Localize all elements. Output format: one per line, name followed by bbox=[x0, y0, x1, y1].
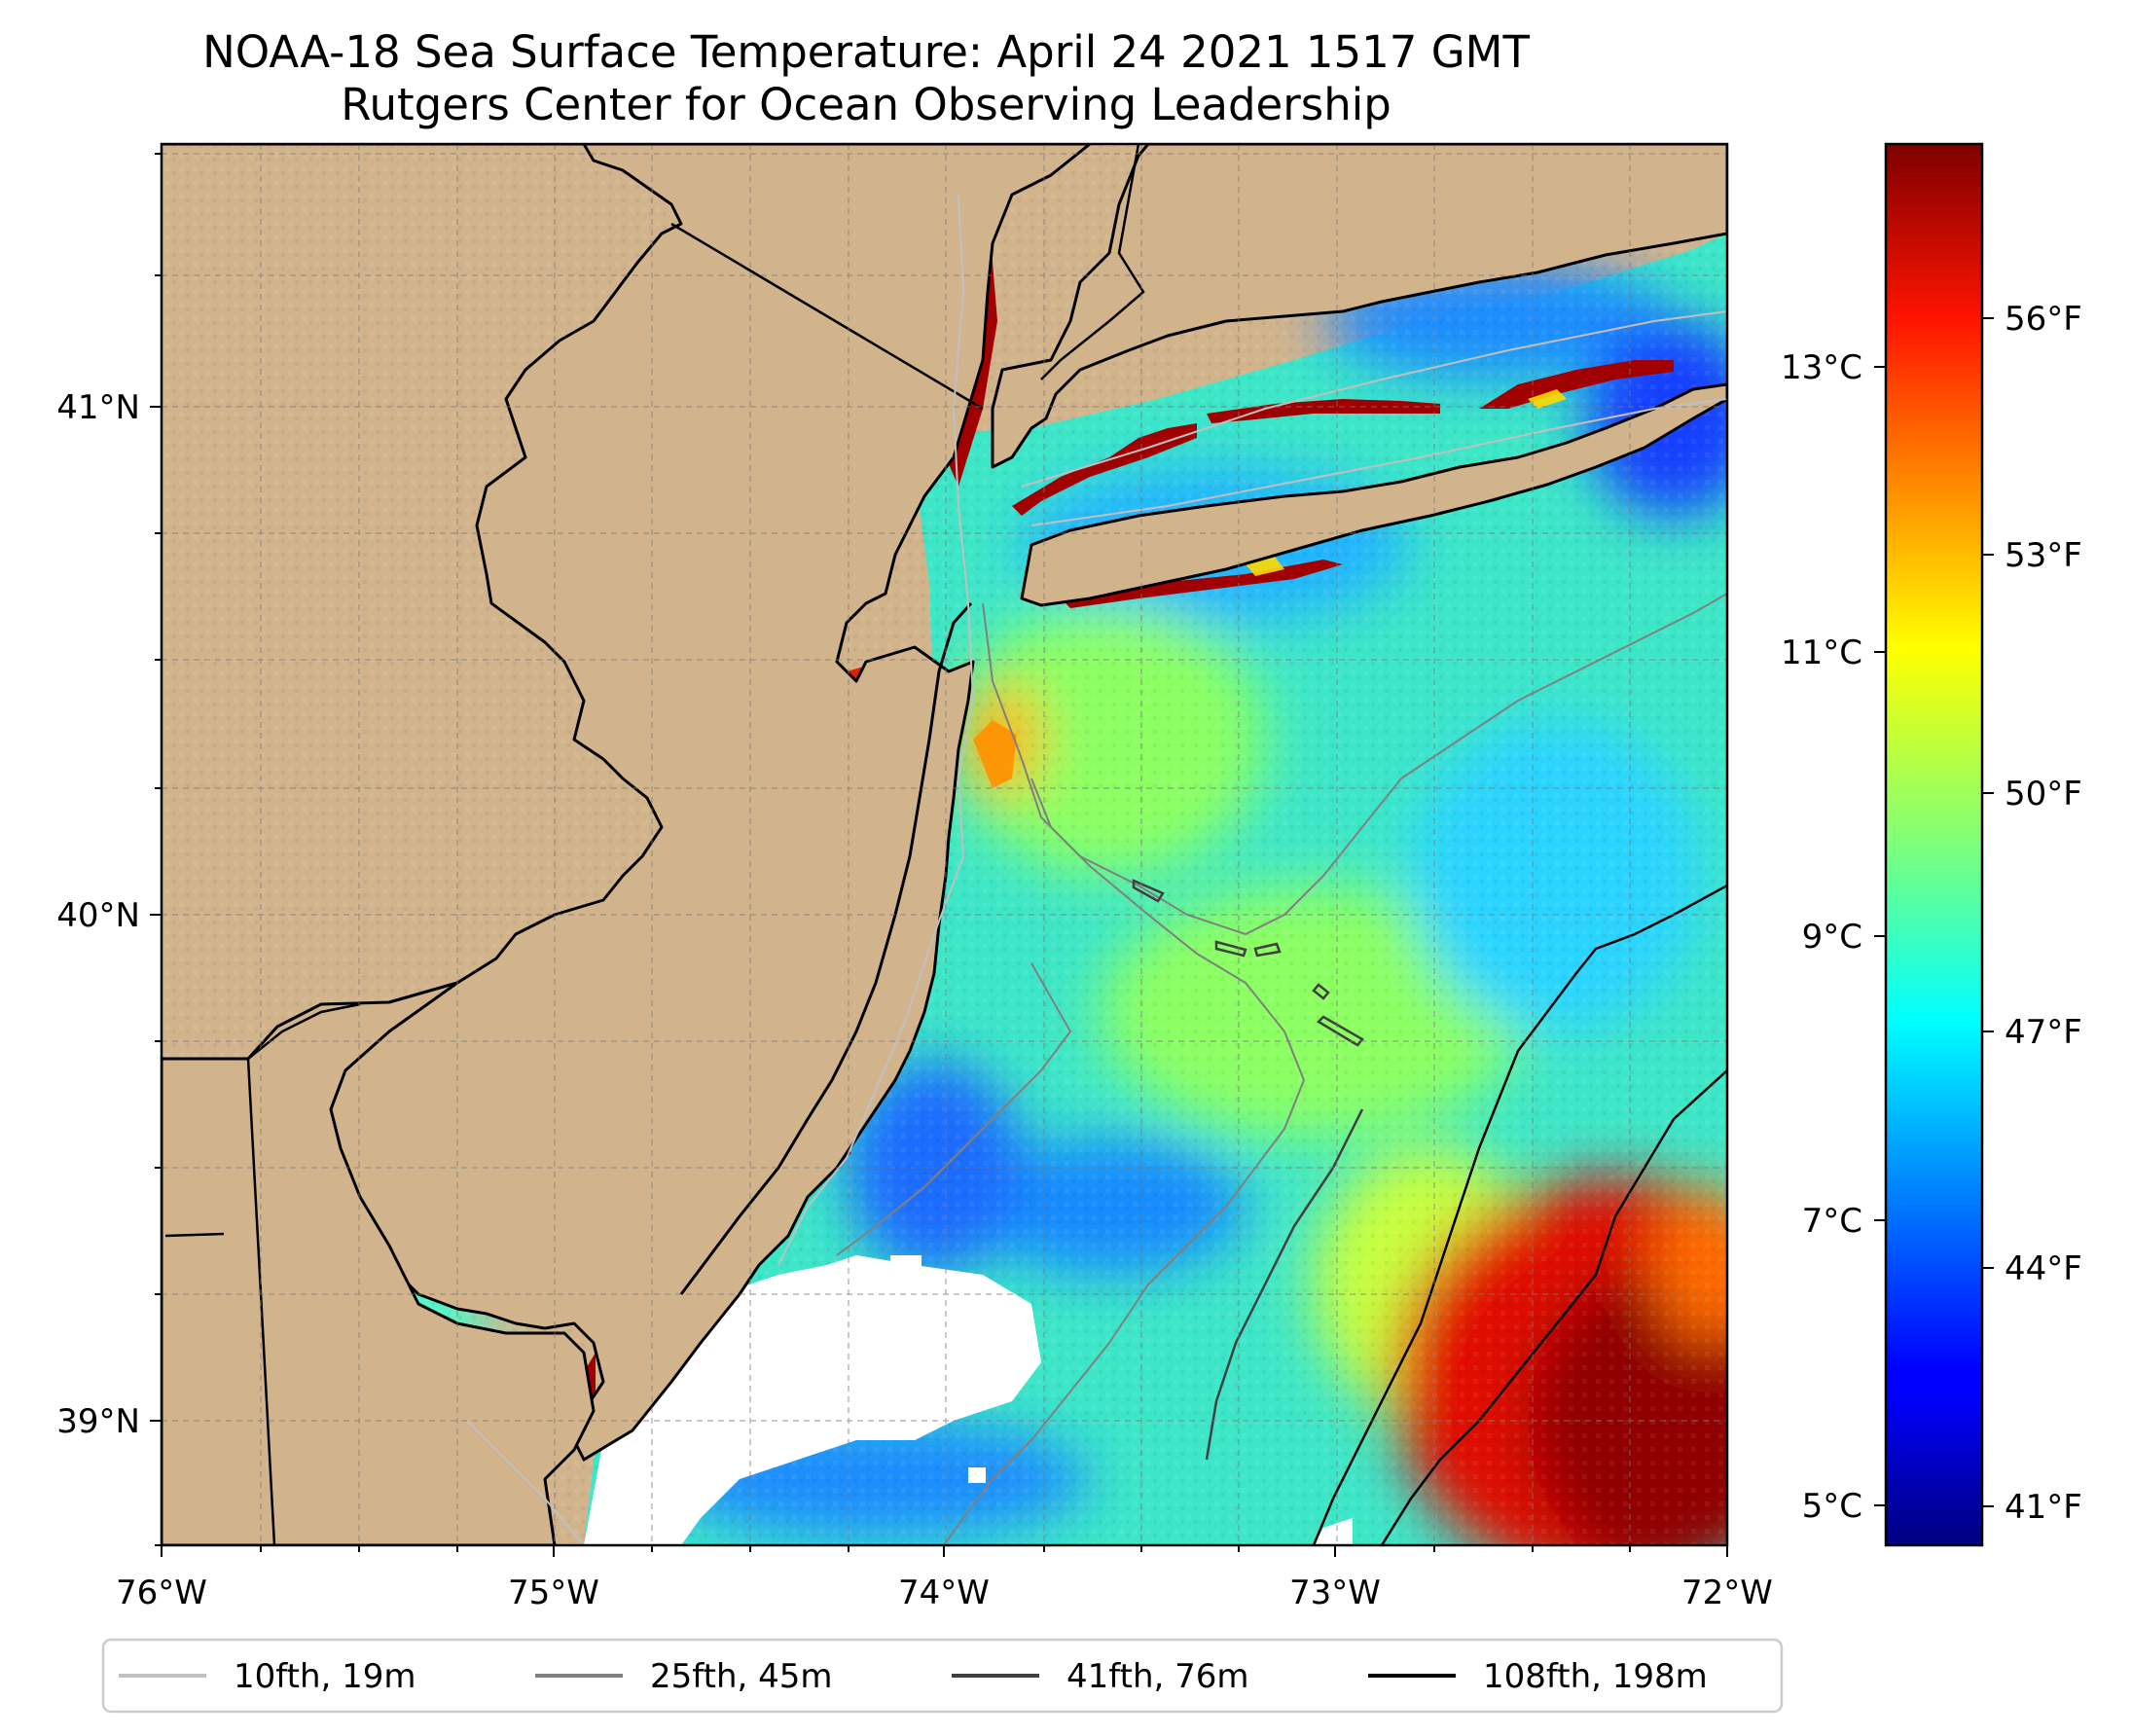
map-title: NOAA-18 Sea Surface Temperature: April 2… bbox=[202, 26, 1530, 78]
state-borders bbox=[162, 144, 1145, 1545]
legend-box bbox=[101, 1638, 1784, 1714]
legend-item: 10fth, 19m bbox=[119, 1657, 416, 1696]
legend-item: 41fth, 76m bbox=[952, 1657, 1249, 1696]
legend-item: 25fth, 45m bbox=[535, 1657, 833, 1696]
legend-label: 108fth, 198m bbox=[1483, 1657, 1708, 1696]
colorbar-celsius-label: 7°C bbox=[1802, 1202, 1862, 1241]
colorbar-fahrenheit-label: 56°F bbox=[2005, 300, 2082, 339]
isobath-108fth bbox=[1312, 884, 1727, 1545]
colorbar-fahrenheit-label: 44°F bbox=[2005, 1249, 2082, 1288]
legend-item: 108fth, 198m bbox=[1368, 1657, 1708, 1696]
sst-map bbox=[162, 144, 1727, 1545]
colorbar-celsius-label: 13°C bbox=[1781, 348, 1862, 387]
colorbar-fahrenheit-label: 47°F bbox=[2005, 1013, 2082, 1052]
colorbar-celsius-label: 5°C bbox=[1802, 1487, 1862, 1526]
colorbar-fahrenheit-label: 41°F bbox=[2005, 1488, 2082, 1527]
lon-tick-label: 73°W bbox=[1289, 1573, 1381, 1612]
colorbar-celsius-label: 9°C bbox=[1802, 918, 1862, 957]
colorbar-gradient bbox=[1884, 142, 1984, 1547]
gridlines bbox=[162, 144, 1727, 1545]
lat-tick-label: 41°N bbox=[56, 388, 140, 427]
isobath-10fth bbox=[466, 194, 1727, 1545]
lon-tick-label: 75°W bbox=[508, 1573, 599, 1612]
legend-label: 41fth, 76m bbox=[1066, 1657, 1249, 1696]
legend-label: 25fth, 45m bbox=[650, 1657, 833, 1696]
colorbar-fahrenheit-label: 50°F bbox=[2005, 775, 2082, 814]
lon-tick-label: 72°W bbox=[1681, 1573, 1773, 1612]
legend: 10fth, 19m 25fth, 45m 41fth, 76m 108fth,… bbox=[101, 1638, 1784, 1714]
lon-tick-label: 74°W bbox=[898, 1573, 990, 1612]
lat-tick-label: 40°N bbox=[56, 896, 140, 935]
legend-label: 10fth, 19m bbox=[234, 1657, 416, 1696]
lat-tick-label: 39°N bbox=[56, 1402, 140, 1441]
lon-tick-label: 76°W bbox=[116, 1573, 207, 1612]
colorbar: 13°C 11°C 9°C 7°C 5°C 56°F 53°F 50°F 47°… bbox=[1781, 142, 2082, 1547]
colorbar-celsius-label: 11°C bbox=[1781, 633, 1862, 672]
colorbar-fahrenheit-label: 53°F bbox=[2005, 536, 2082, 575]
map-subtitle: Rutgers Center for Ocean Observing Leade… bbox=[341, 79, 1391, 130]
axis-ticks bbox=[150, 153, 1728, 1557]
